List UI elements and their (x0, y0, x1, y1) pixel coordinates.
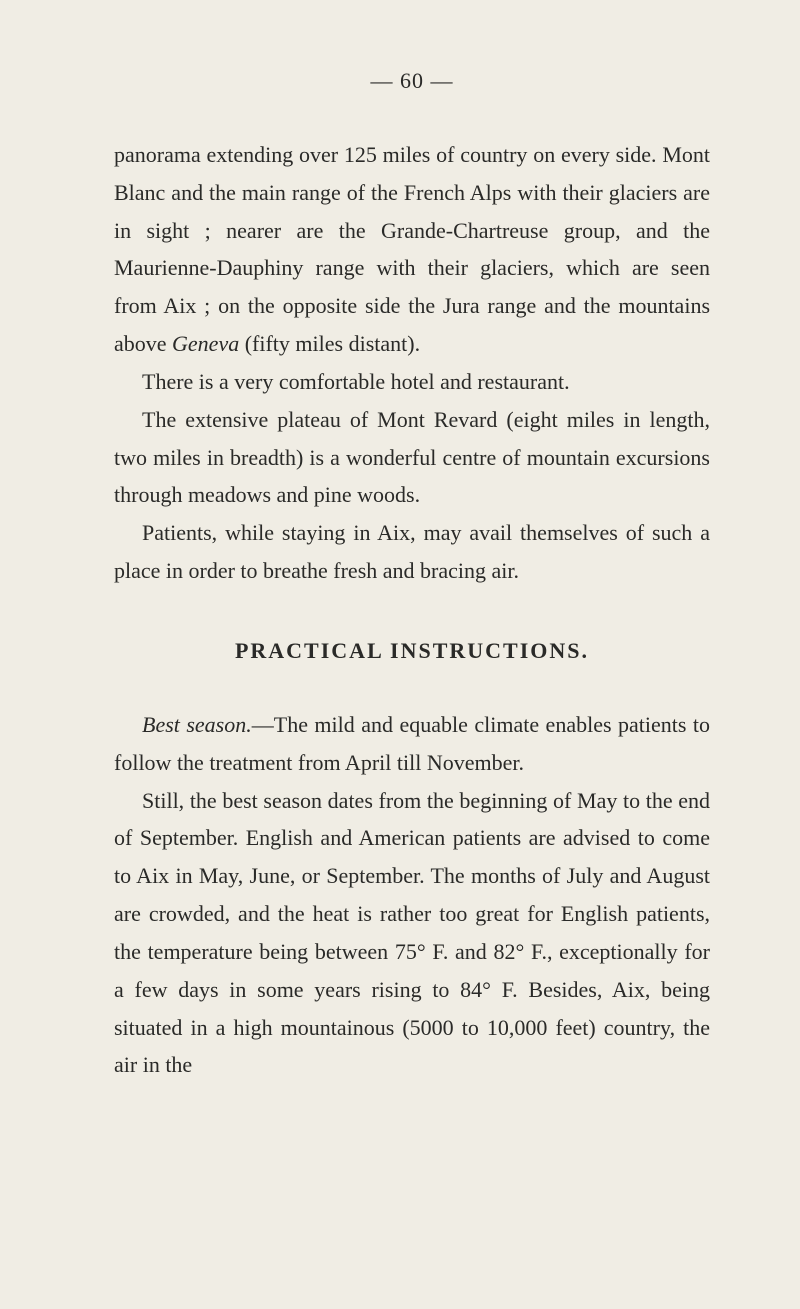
paragraph-2: There is a very comfortable hotel and re… (114, 363, 710, 401)
paragraph-1: panorama extending over 125 miles of cou… (114, 136, 710, 363)
section-heading: PRACTICAL INSTRUCTIONS. (114, 638, 710, 664)
paragraph-5-italic: Best season. (142, 712, 252, 737)
paragraph-1-text: panorama extending over 125 miles of cou… (114, 142, 710, 356)
paragraph-1-italic: Geneva (172, 331, 239, 356)
paragraph-3: The extensive plateau of Mont Revard (ei… (114, 401, 710, 514)
paragraph-1-end: (fifty miles distant). (239, 331, 420, 356)
paragraph-4: Patients, while staying in Aix, may avai… (114, 514, 710, 590)
paragraph-5: Best season.—The mild and equable climat… (114, 706, 710, 782)
document-page: — 60 — panorama extending over 125 miles… (0, 0, 800, 1144)
page-number: — 60 — (114, 68, 710, 94)
paragraph-6: Still, the best season dates from the be… (114, 782, 710, 1085)
